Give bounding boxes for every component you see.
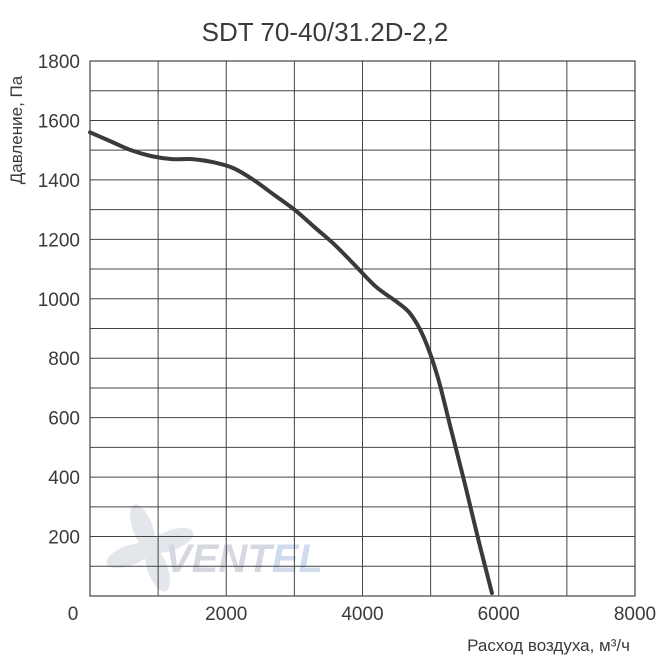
y-tick-label: 1000 — [38, 290, 80, 311]
x-tick-label: 6000 — [478, 604, 520, 625]
x-tick-label: 2000 — [205, 604, 247, 625]
y-tick-label: 1600 — [38, 111, 80, 132]
y-tick-label: 1800 — [38, 52, 80, 73]
y-tick-label: 800 — [48, 349, 80, 370]
tick-labels: 0 2000 4000 6000 8000 200 400 600 800 1000 1200 140… — [38, 52, 656, 625]
grid — [90, 61, 635, 596]
watermark-text: VENTEL — [165, 537, 323, 581]
plot-frame — [89, 60, 636, 597]
y-tick-label: 200 — [48, 528, 80, 549]
y-tick-label: 1400 — [38, 171, 80, 192]
y-tick-label: 600 — [48, 409, 80, 430]
fan-blades-icon — [106, 504, 194, 592]
x-tick-label: 0 — [68, 604, 79, 625]
x-tick-label: 4000 — [341, 604, 383, 625]
y-axis-label: Давление, Па — [7, 75, 26, 184]
x-axis-label: Расход воздуха, м³/ч — [467, 636, 630, 655]
x-tick-label: 8000 — [614, 604, 656, 625]
y-tick-label: 1200 — [38, 230, 80, 251]
chart-title: SDT 70-40/31.2D-2,2 — [202, 17, 449, 47]
y-tick-label: 400 — [48, 468, 80, 489]
pressure-curve-line — [88, 130, 494, 596]
watermark-logo: VENTEL — [106, 504, 323, 592]
